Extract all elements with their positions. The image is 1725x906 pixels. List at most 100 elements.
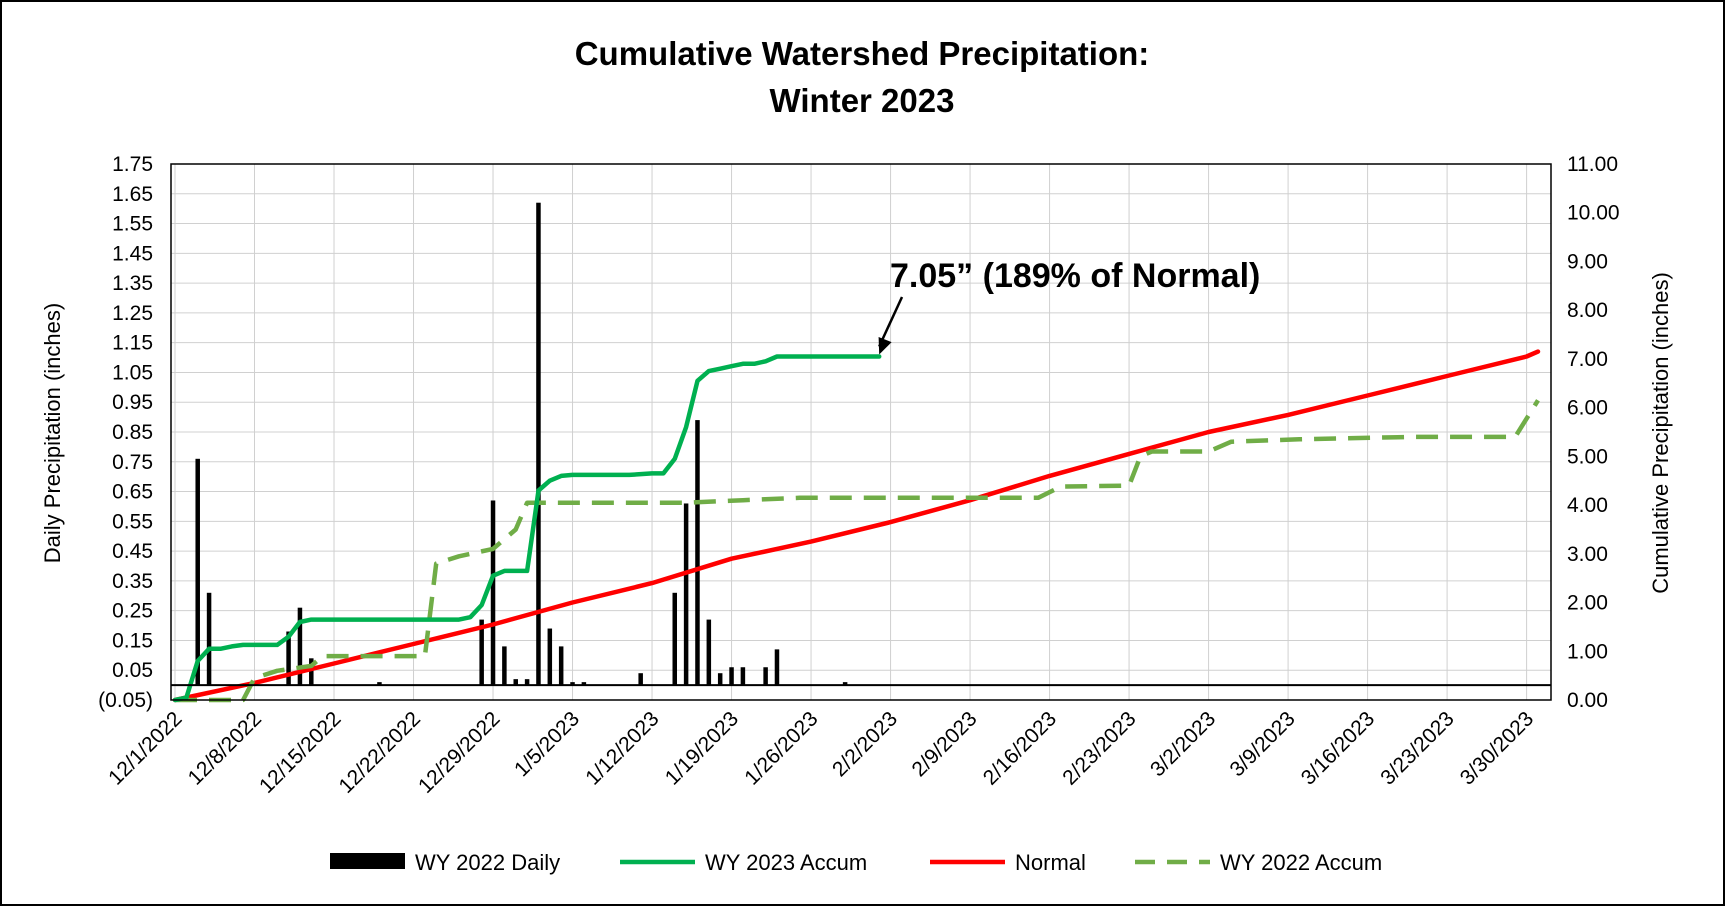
- legend-label: WY 2022 Accum: [1220, 850, 1382, 875]
- y-tick-label: 0.35: [112, 570, 153, 593]
- daily-bar: [297, 607, 303, 686]
- chart-title: Cumulative Watershed Precipitation:: [575, 35, 1150, 72]
- daily-bar: [558, 646, 564, 686]
- daily-bar: [536, 202, 541, 686]
- legend-item: WY 2023 Accum: [620, 850, 867, 875]
- y-tick-label: 0.05: [112, 659, 153, 682]
- x-tick-label: 12/15/2022: [255, 707, 346, 798]
- y-tick-label: 0.95: [112, 391, 153, 414]
- series-line-normal: [172, 349, 1541, 703]
- y-tick-label: 0.65: [112, 481, 153, 504]
- y-tick-label: 1.05: [112, 361, 153, 384]
- y-tick-label: 0.15: [112, 629, 153, 652]
- daily-bar: [717, 673, 723, 686]
- daily-bar: [513, 679, 518, 686]
- y-tick-label: 1.35: [112, 272, 153, 295]
- daily-bar: [695, 420, 700, 686]
- y2-axis-label: Cumulative Precipitation (inches): [1648, 272, 1673, 594]
- y-tick-label: 1.15: [112, 332, 153, 355]
- daily-bar: [774, 649, 780, 686]
- x-tick-label: 3/30/2023: [1456, 707, 1538, 789]
- arrow-head: [878, 337, 892, 355]
- daily-bar: [206, 592, 212, 686]
- legend-item: Normal: [930, 850, 1086, 875]
- x-tick-label: 3/2/2023: [1146, 707, 1220, 781]
- x-tick-label: 1/12/2023: [581, 707, 663, 789]
- daily-bar: [638, 673, 643, 686]
- chart-subtitle: Winter 2023: [770, 82, 955, 119]
- x-tick-label: 1/5/2023: [510, 707, 584, 781]
- x-tick-label: 2/2/2023: [828, 707, 902, 781]
- axes: 1.75 1.65 1.55 1.45 1.35 1.25 1.15 1.05 0.95 0.85…: [98, 153, 1619, 798]
- daily-bar: [309, 658, 314, 686]
- y-tick-label: (0.05): [98, 689, 153, 712]
- daily-bar: [195, 458, 200, 686]
- annotation-arrow: [878, 296, 904, 355]
- daily-bar: [547, 628, 553, 686]
- arrow-shaft: [878, 296, 904, 347]
- y-tick-label: 1.65: [112, 183, 153, 206]
- x-tick-label: 12/8/2022: [184, 707, 266, 789]
- x-tick-label: 12/1/2022: [104, 707, 186, 789]
- y2-tick-label: 10.00: [1567, 202, 1620, 225]
- y-tick-label: 1.25: [112, 302, 153, 325]
- daily-bar: [570, 682, 575, 686]
- y-tick-label: 1.75: [112, 153, 153, 176]
- plot-border: [170, 163, 1552, 701]
- daily-bar: [763, 667, 768, 686]
- y2-tick-label: 3.00: [1567, 543, 1608, 566]
- x-tick-label: 3/16/2023: [1297, 707, 1379, 789]
- daily-bar: [740, 667, 746, 686]
- legend-label: Normal: [1015, 850, 1086, 875]
- daily-bar: [502, 646, 507, 686]
- y2-tick-label: 2.00: [1567, 592, 1608, 615]
- y-tick-label: 1.55: [112, 213, 153, 236]
- daily-bar: [490, 500, 496, 686]
- x-tick-label: 3/9/2023: [1226, 707, 1300, 781]
- x-tick-label: 2/23/2023: [1058, 707, 1140, 789]
- daily-bar: [377, 682, 382, 686]
- daily-bar: [729, 667, 734, 686]
- daily-bar: [286, 631, 291, 686]
- series-line-wy-2022-accum: [175, 399, 1540, 703]
- y-tick-label: 0.25: [112, 600, 153, 623]
- daily-bar: [683, 503, 689, 686]
- y2-tick-label: 1.00: [1567, 640, 1608, 663]
- y2-tick-label: 0.00: [1567, 689, 1608, 712]
- x-tick-label: 12/29/2022: [414, 707, 505, 798]
- annotation-label: 7.05” (189% of Normal): [890, 257, 1260, 295]
- accum-lines: [172, 349, 1541, 703]
- y2-tick-label: 11.00: [1567, 153, 1618, 176]
- x-tick-label: 3/23/2023: [1376, 707, 1458, 789]
- series-line-wy-2023-accum: [172, 354, 882, 703]
- y-tick-label: 0.55: [112, 510, 153, 533]
- y2-tick-label: 4.00: [1567, 494, 1608, 517]
- y-tick-label: 0.85: [112, 421, 153, 444]
- y2-tick-label: 8.00: [1567, 299, 1608, 322]
- x-tick-label: 2/16/2023: [979, 707, 1061, 789]
- daily-bar: [524, 679, 530, 686]
- y2-tick-label: 9.00: [1567, 250, 1608, 273]
- y-tick-label: 0.75: [112, 451, 153, 474]
- x-tick-label: 2/9/2023: [908, 707, 982, 781]
- legend: WY 2022 Daily WY 2023 Accum Normal WY 2022 …: [330, 850, 1382, 875]
- legend-item: WY 2022 Accum: [1135, 850, 1382, 875]
- y-tick-label: 0.45: [112, 540, 153, 563]
- daily-bar: [672, 592, 678, 686]
- y-axis-label: Daily Precipitation (inches): [40, 303, 65, 563]
- daily-bar: [581, 682, 587, 686]
- legend-swatch: [330, 853, 405, 869]
- y2-tick-label: 7.00: [1567, 348, 1608, 371]
- daily-bars: [195, 202, 848, 686]
- legend-label: WY 2022 Daily: [415, 850, 560, 875]
- x-tick-label: 12/22/2022: [334, 707, 425, 798]
- daily-bar: [706, 619, 712, 686]
- daily-bar: [479, 619, 484, 686]
- legend-item: WY 2022 Daily: [330, 850, 560, 875]
- x-tick-label: 1/19/2023: [661, 707, 743, 789]
- y2-tick-label: 6.00: [1567, 397, 1608, 420]
- x-tick-label: 1/26/2023: [740, 707, 822, 789]
- y-tick-label: 1.45: [112, 242, 153, 265]
